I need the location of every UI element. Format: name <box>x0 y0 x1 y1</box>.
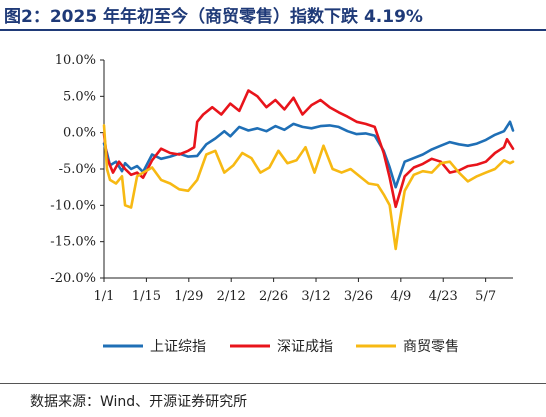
chart-title: 图2：2025 年年初至今（商贸零售）指数下跌 4.19% <box>4 7 423 27</box>
series-line-3 <box>102 124 515 251</box>
title-divider <box>0 29 546 31</box>
legend-label-2: 深证成指 <box>277 339 333 355</box>
line-chart: 10.0% 5.0% 0.0% -5.0% -10.0% -15.0% -20.0% 1/1 1… <box>50 53 515 355</box>
x-tick-label: 4/23 <box>429 289 458 304</box>
y-tick-label: -20.0% <box>50 271 96 286</box>
y-tick-label: 0.0% <box>63 126 96 141</box>
x-tick-label: 1/15 <box>132 289 161 304</box>
x-tick-label: 2/26 <box>259 289 288 304</box>
legend-label-3: 商贸零售 <box>403 339 459 355</box>
legend-label-1: 上证综指 <box>150 339 206 355</box>
y-tick-label: -5.0% <box>59 162 96 177</box>
x-tick-label: 4/9 <box>390 289 411 304</box>
x-tick-label: 3/26 <box>344 289 373 304</box>
series-line-2 <box>102 89 515 209</box>
x-tick-label: 1/29 <box>174 289 203 304</box>
y-tick-label: -15.0% <box>50 235 96 250</box>
y-tick-label: -10.0% <box>50 198 96 213</box>
x-tick-label: 1/1 <box>94 289 115 304</box>
x-tick-label: 5/7 <box>475 289 496 304</box>
source-note: 数据来源：Wind、开源证券研究所 <box>30 394 248 410</box>
y-tick-label: 10.0% <box>55 53 96 68</box>
source-divider <box>0 383 546 384</box>
series-line-1 <box>102 120 515 189</box>
x-tick-label: 2/12 <box>217 289 246 304</box>
x-tick-label: 3/12 <box>301 289 330 304</box>
y-tick-label: 5.0% <box>63 89 96 104</box>
